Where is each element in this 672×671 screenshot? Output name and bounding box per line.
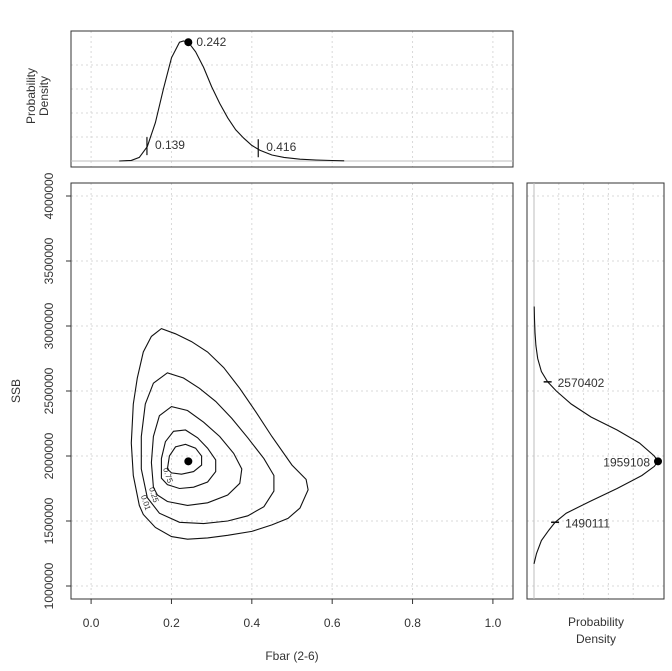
right-panel-frame [526,182,665,600]
contour-line [166,443,203,475]
marginal-layer: 0.242 0.139 0.416 1959108 2570402 1490111 [71,35,662,599]
x-axis-title: Fbar (2-6) [265,649,318,663]
x-tick-label: 0.8 [404,616,421,630]
y-tick-label: 2500000 [42,367,56,414]
grid-layer [71,31,664,599]
y-tick-label: 4000000 [42,172,56,219]
top-panel-frame [70,30,514,168]
right-density-curve [533,306,659,565]
right-xlabel-line-1: Probability [568,615,624,629]
y-tick-label: 2000000 [42,432,56,479]
right-quantile-label: 2570402 [558,376,605,390]
x-tick-label: 0.4 [243,616,260,630]
right-mode-point [654,457,662,466]
top-ylabel-line-1: Probability [24,68,38,124]
contour-line [150,406,243,506]
x-tick-label: 0.0 [83,616,100,630]
top-density-curve [119,40,345,162]
right-xlabel-line-2: Density [576,632,616,646]
top-quantile-label: 0.139 [155,138,185,152]
y-axis-title: SSB [9,379,23,403]
contour-line [160,429,217,490]
right-mode-label: 1959108 [603,455,650,469]
top-mode-point [184,38,193,47]
axes-layer: 0.0 0.2 0.4 0.6 0.8 1.0 1000000 1500000 2000000 2… [42,172,502,630]
y-tick-label: 3500000 [42,237,56,284]
contour-line [130,327,309,540]
x-tick-label: 1.0 [485,616,502,630]
contour-line [140,372,275,525]
contour-layer: 0.010.250.75 [130,327,309,540]
top-panel-y-title: Probability Density [24,68,51,124]
y-tick-label: 1500000 [42,497,56,544]
top-mode-label: 0.242 [196,35,226,49]
x-tick-label: 0.2 [163,616,180,630]
right-panel-x-title: Probability Density [568,615,624,646]
top-ylabel-line-2: Density [37,76,51,116]
right-quantile-label: 1490111 [565,516,610,530]
y-tick-label: 3000000 [42,302,56,349]
x-tick-label: 0.6 [324,616,341,630]
top-quantile-label: 0.416 [266,140,296,154]
y-tick-label: 1000000 [42,562,56,609]
joint-mode-point [184,457,193,466]
